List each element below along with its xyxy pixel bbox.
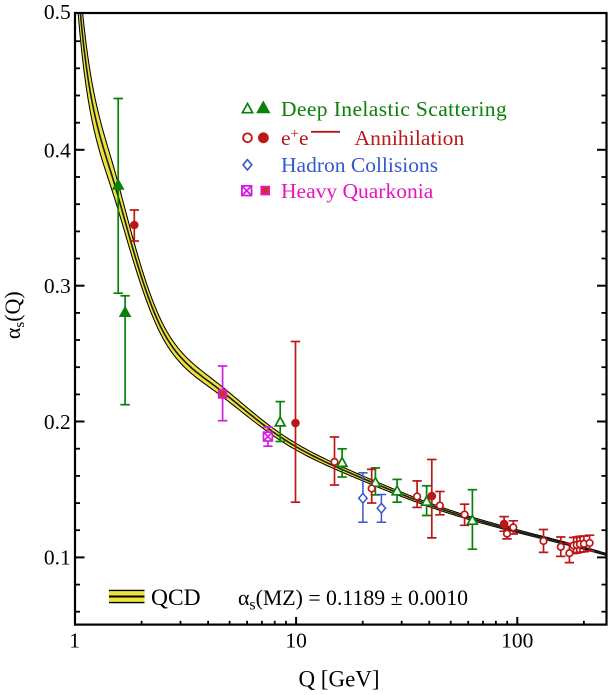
svg-text:Q [GeV]: Q [GeV] <box>298 667 379 692</box>
svg-text:Annihilation: Annihilation <box>355 126 465 150</box>
svg-text:0.1: 0.1 <box>44 546 71 570</box>
svg-text:0.5: 0.5 <box>44 0 71 24</box>
svg-text:αs(Q): αs(Q) <box>0 291 28 339</box>
svg-text:0.2: 0.2 <box>44 410 71 434</box>
svg-text:100: 100 <box>501 629 533 653</box>
svg-text:Deep Inelastic Scattering: Deep Inelastic Scattering <box>281 97 507 121</box>
svg-text:0.3: 0.3 <box>44 274 71 298</box>
svg-text:Hadron Collisions: Hadron Collisions <box>281 153 438 177</box>
svg-text:αs(MZ) = 0.1189 ± 0.0010: αs(MZ) = 0.1189 ± 0.0010 <box>238 586 468 614</box>
svg-text:10: 10 <box>285 629 307 653</box>
svg-text:QCD: QCD <box>151 585 201 611</box>
svg-text:1: 1 <box>69 629 80 653</box>
svg-text:0.4: 0.4 <box>44 138 71 162</box>
svg-text:Heavy Quarkonia: Heavy Quarkonia <box>281 179 434 203</box>
